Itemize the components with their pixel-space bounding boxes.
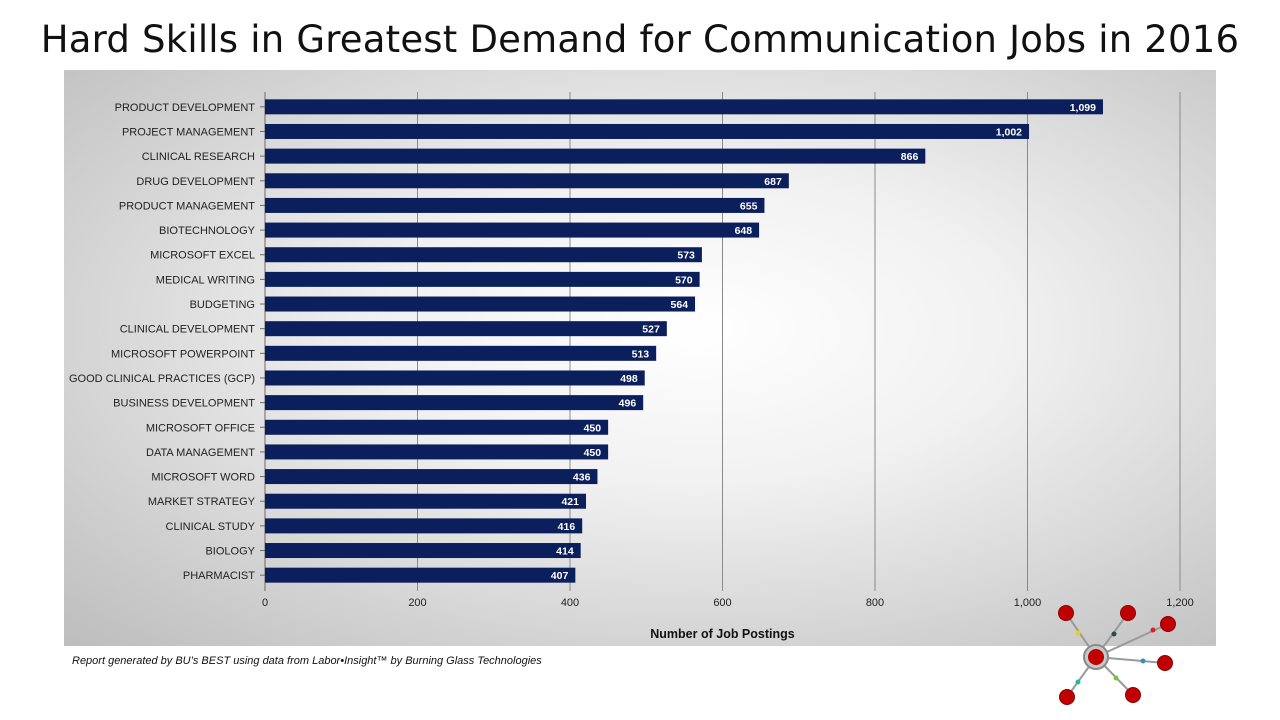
category-label: BIOLOGY xyxy=(205,546,255,558)
category-label: GOOD CLINICAL PRACTICES (GCP) xyxy=(69,373,255,385)
data-label: 496 xyxy=(619,398,637,410)
data-label: 450 xyxy=(584,422,602,434)
category-label: MICROSOFT EXCEL xyxy=(150,250,255,262)
category-label: DATA MANAGEMENT xyxy=(146,447,255,459)
x-tick-label: 800 xyxy=(866,597,884,609)
bar xyxy=(265,444,609,460)
data-label: 414 xyxy=(556,546,574,558)
bar xyxy=(265,321,667,337)
x-axis-title: Number of Job Postings xyxy=(650,627,795,641)
data-label: 421 xyxy=(561,496,579,508)
x-tick-label: 200 xyxy=(408,597,426,609)
category-label: MICROSOFT POWERPOINT xyxy=(111,348,255,360)
bar xyxy=(265,543,581,559)
bar xyxy=(265,395,644,411)
bar xyxy=(265,148,926,164)
category-label: BIOTECHNOLOGY xyxy=(159,225,256,237)
bar xyxy=(265,197,765,213)
category-label: CLINICAL RESEARCH xyxy=(142,151,255,163)
data-label: 1,099 xyxy=(1070,102,1096,114)
bar xyxy=(265,419,609,435)
bar xyxy=(265,271,700,287)
data-label: 527 xyxy=(642,324,660,336)
data-label: 564 xyxy=(671,299,689,311)
category-label: PHARMACIST xyxy=(183,570,255,582)
bar xyxy=(265,345,657,361)
x-tick-label: 400 xyxy=(561,597,579,609)
x-tick-label: 0 xyxy=(262,597,268,609)
source-footnote: Report generated by BU’s BEST using data… xyxy=(72,655,542,667)
data-label: 570 xyxy=(675,274,693,286)
category-label: MICROSOFT WORD xyxy=(151,472,255,484)
x-tick-label: 1,200 xyxy=(1166,597,1194,609)
bar xyxy=(265,99,1103,115)
category-label: MICROSOFT OFFICE xyxy=(146,422,255,434)
bar xyxy=(265,493,587,509)
bar xyxy=(265,222,760,238)
bar xyxy=(265,123,1030,139)
data-label: 407 xyxy=(551,570,569,582)
bar xyxy=(265,173,789,189)
category-label: PRODUCT MANAGEMENT xyxy=(119,200,255,212)
category-label: CLINICAL STUDY xyxy=(166,521,256,533)
category-label: PROJECT MANAGEMENT xyxy=(122,126,255,138)
data-label: 866 xyxy=(901,151,919,163)
bar xyxy=(265,247,702,263)
bar-chart: 0 200 400 600 800 1,000 1,200 PRODUCT DEVELOPME… xyxy=(69,92,1194,641)
category-label: CLINICAL DEVELOPMENT xyxy=(120,324,256,336)
category-label: MARKET STRATEGY xyxy=(148,496,256,508)
bar xyxy=(265,469,598,485)
chart-title: Hard Skills in Greatest Demand for Commu… xyxy=(40,18,1240,61)
data-label: 436 xyxy=(573,472,591,484)
category-label: DRUG DEVELOPMENT xyxy=(136,176,255,188)
data-label: 687 xyxy=(764,176,782,188)
data-label: 648 xyxy=(735,225,753,237)
data-label: 513 xyxy=(632,348,650,360)
data-label: 450 xyxy=(584,447,602,459)
category-label: BUSINESS DEVELOPMENT xyxy=(113,398,255,410)
chart-area: 0 200 400 600 800 1,000 1,200 PRODUCT DEVELOPME… xyxy=(64,70,1216,646)
data-label: 498 xyxy=(620,373,638,385)
network-nodes-logo-icon xyxy=(1058,605,1176,705)
data-label: 416 xyxy=(558,521,576,533)
data-label: 573 xyxy=(677,250,695,262)
bar xyxy=(265,296,696,312)
bar xyxy=(265,567,576,583)
bar xyxy=(265,518,583,534)
x-tick-label: 1,000 xyxy=(1014,597,1042,609)
category-label: BUDGETING xyxy=(190,299,255,311)
bar xyxy=(265,370,645,386)
data-label: 1,002 xyxy=(996,126,1022,138)
data-label: 655 xyxy=(740,200,758,212)
category-label: MEDICAL WRITING xyxy=(156,274,255,286)
category-label: PRODUCT DEVELOPMENT xyxy=(115,102,256,114)
x-tick-label: 600 xyxy=(713,597,731,609)
